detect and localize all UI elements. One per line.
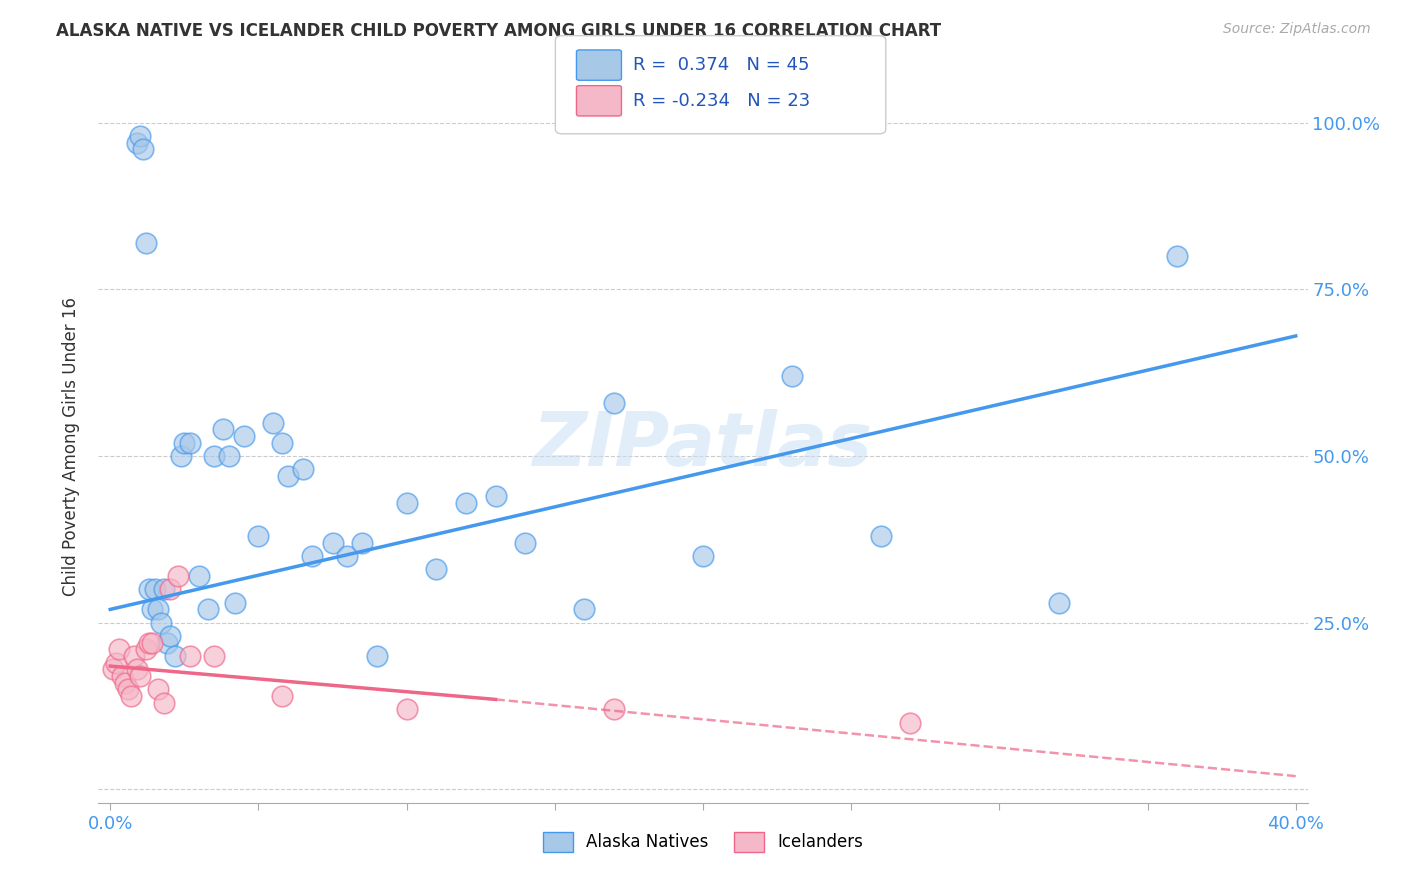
Point: [780, 368, 803, 383]
Point: [132, 142, 155, 156]
Point: [129, 128, 152, 143]
Point: [301, 549, 323, 563]
Legend: Alaska Natives, Icelanders: Alaska Natives, Icelanders: [536, 825, 870, 859]
Point: [262, 416, 284, 430]
Point: [454, 496, 477, 510]
Point: [202, 449, 225, 463]
Point: [425, 562, 447, 576]
Point: [167, 569, 190, 583]
Point: [135, 642, 157, 657]
Point: [117, 682, 139, 697]
Point: [122, 649, 145, 664]
Point: [218, 449, 240, 463]
Point: [1166, 249, 1188, 263]
Point: [135, 235, 157, 250]
Point: [322, 535, 344, 549]
Point: [179, 649, 201, 664]
Point: [484, 489, 506, 503]
Point: [271, 689, 294, 703]
Point: [179, 435, 201, 450]
Point: [603, 395, 626, 409]
Point: [108, 642, 131, 657]
Point: [149, 615, 172, 630]
Point: [141, 636, 163, 650]
Point: [212, 422, 235, 436]
Point: [271, 435, 294, 450]
Point: [105, 656, 128, 670]
Point: [1047, 596, 1070, 610]
Point: [395, 702, 418, 716]
Point: [155, 636, 177, 650]
Point: [247, 529, 270, 543]
Point: [146, 602, 169, 616]
Point: [165, 649, 187, 664]
Point: [692, 549, 714, 563]
Point: [869, 529, 891, 543]
Point: [366, 649, 388, 664]
Text: ALASKA NATIVE VS ICELANDER CHILD POVERTY AMONG GIRLS UNDER 16 CORRELATION CHART: ALASKA NATIVE VS ICELANDER CHILD POVERTY…: [56, 22, 942, 40]
Point: [146, 682, 169, 697]
Y-axis label: Child Poverty Among Girls Under 16: Child Poverty Among Girls Under 16: [62, 296, 80, 596]
Point: [395, 496, 418, 510]
Text: ZIPatlas: ZIPatlas: [533, 409, 873, 483]
Point: [141, 602, 163, 616]
Point: [224, 596, 246, 610]
Point: [515, 535, 537, 549]
Point: [152, 582, 174, 597]
Point: [291, 462, 314, 476]
Point: [173, 435, 195, 450]
Point: [114, 675, 136, 690]
Point: [159, 629, 181, 643]
Point: [103, 662, 125, 676]
Point: [129, 669, 152, 683]
Point: [125, 662, 148, 676]
Text: Source: ZipAtlas.com: Source: ZipAtlas.com: [1223, 22, 1371, 37]
Point: [111, 669, 134, 683]
Point: [197, 602, 219, 616]
Point: [125, 136, 148, 150]
Point: [188, 569, 211, 583]
Point: [352, 535, 374, 549]
Point: [159, 582, 181, 597]
Point: [574, 602, 596, 616]
Point: [900, 715, 922, 730]
Text: R =  0.374   N = 45: R = 0.374 N = 45: [633, 56, 810, 74]
Point: [152, 696, 174, 710]
Point: [232, 429, 254, 443]
Point: [603, 702, 626, 716]
Point: [277, 469, 299, 483]
Point: [143, 582, 166, 597]
Point: [170, 449, 193, 463]
Point: [336, 549, 359, 563]
Text: R = -0.234   N = 23: R = -0.234 N = 23: [633, 92, 810, 110]
Point: [202, 649, 225, 664]
Point: [138, 636, 160, 650]
Point: [120, 689, 142, 703]
Point: [138, 582, 160, 597]
